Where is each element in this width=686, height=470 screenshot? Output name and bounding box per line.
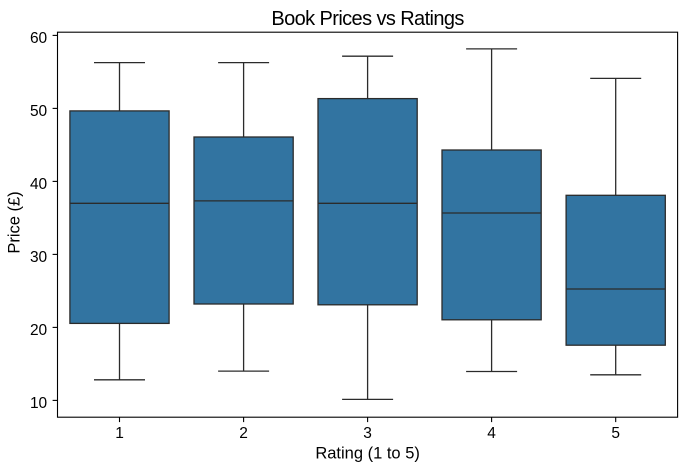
svg-text:10: 10: [30, 395, 48, 412]
svg-text:60: 60: [30, 30, 48, 47]
svg-text:4: 4: [487, 425, 496, 442]
svg-text:5: 5: [611, 425, 620, 442]
svg-text:Rating (1 to 5): Rating (1 to 5): [315, 444, 420, 462]
svg-text:50: 50: [30, 103, 48, 120]
svg-text:Book Prices vs Ratings: Book Prices vs Ratings: [271, 8, 464, 30]
svg-text:Price (£): Price (£): [6, 191, 24, 253]
svg-text:40: 40: [30, 176, 48, 193]
svg-text:2: 2: [239, 425, 248, 442]
svg-text:20: 20: [30, 322, 48, 339]
svg-text:1: 1: [115, 425, 124, 442]
svg-text:3: 3: [363, 425, 372, 442]
svg-text:30: 30: [30, 249, 48, 266]
